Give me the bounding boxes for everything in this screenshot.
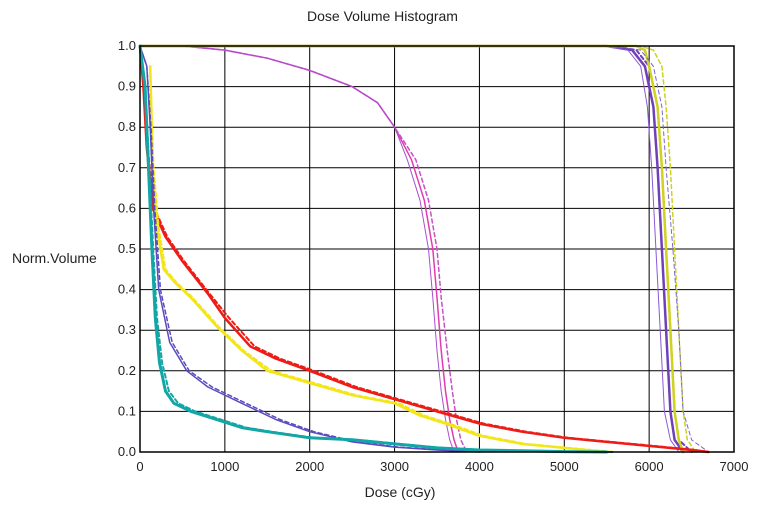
y-tick-label: 0.9	[118, 79, 136, 94]
x-tick-label: 6000	[635, 459, 664, 474]
dvh-series-line-8	[139, 45, 697, 453]
x-axis-label: Dose (cGy)	[364, 484, 436, 500]
x-tick-label: 2000	[295, 459, 324, 474]
x-tick-label: 4000	[465, 459, 494, 474]
y-tick-label: 0.2	[118, 363, 136, 378]
y-axis-label: Norm.Volume	[12, 250, 97, 266]
dvh-series-line-17	[139, 45, 617, 453]
y-tick-label: 0.7	[118, 160, 136, 175]
chart-title: Dose Volume Histogram	[307, 8, 458, 24]
tick-labels: 0 1000 2000 3000 4000 5000 6000 7000 0.0 0.1 0.2 0.…	[118, 38, 749, 474]
dvh-series-line-6	[139, 45, 680, 453]
x-tick-label: 0	[136, 459, 143, 474]
x-tick-label: 1000	[210, 459, 239, 474]
y-tick-label: 1.0	[118, 38, 136, 53]
y-tick-label: 0.3	[118, 322, 136, 337]
y-tick-label: 0.8	[118, 119, 136, 134]
y-tick-label: 0.5	[118, 241, 136, 256]
dvh-series-line-13	[149, 65, 617, 453]
dvh-series-line-9	[139, 45, 709, 453]
y-tick-label: 0.0	[118, 444, 136, 459]
series-layer	[138, 44, 710, 454]
dvh-series-line-15	[139, 45, 485, 453]
y-tick-label: 0.6	[118, 200, 136, 215]
x-tick-label: 5000	[550, 459, 579, 474]
dvh-series-line-3	[139, 45, 455, 453]
x-tick-label: 7000	[720, 459, 749, 474]
y-tick-label: 0.1	[118, 403, 136, 418]
dvh-series-line-11	[139, 45, 710, 453]
plot-frame	[139, 45, 735, 453]
y-tick-label: 0.4	[118, 282, 136, 297]
dvh-series-line-7	[138, 44, 685, 454]
x-tick-label: 3000	[380, 459, 409, 474]
